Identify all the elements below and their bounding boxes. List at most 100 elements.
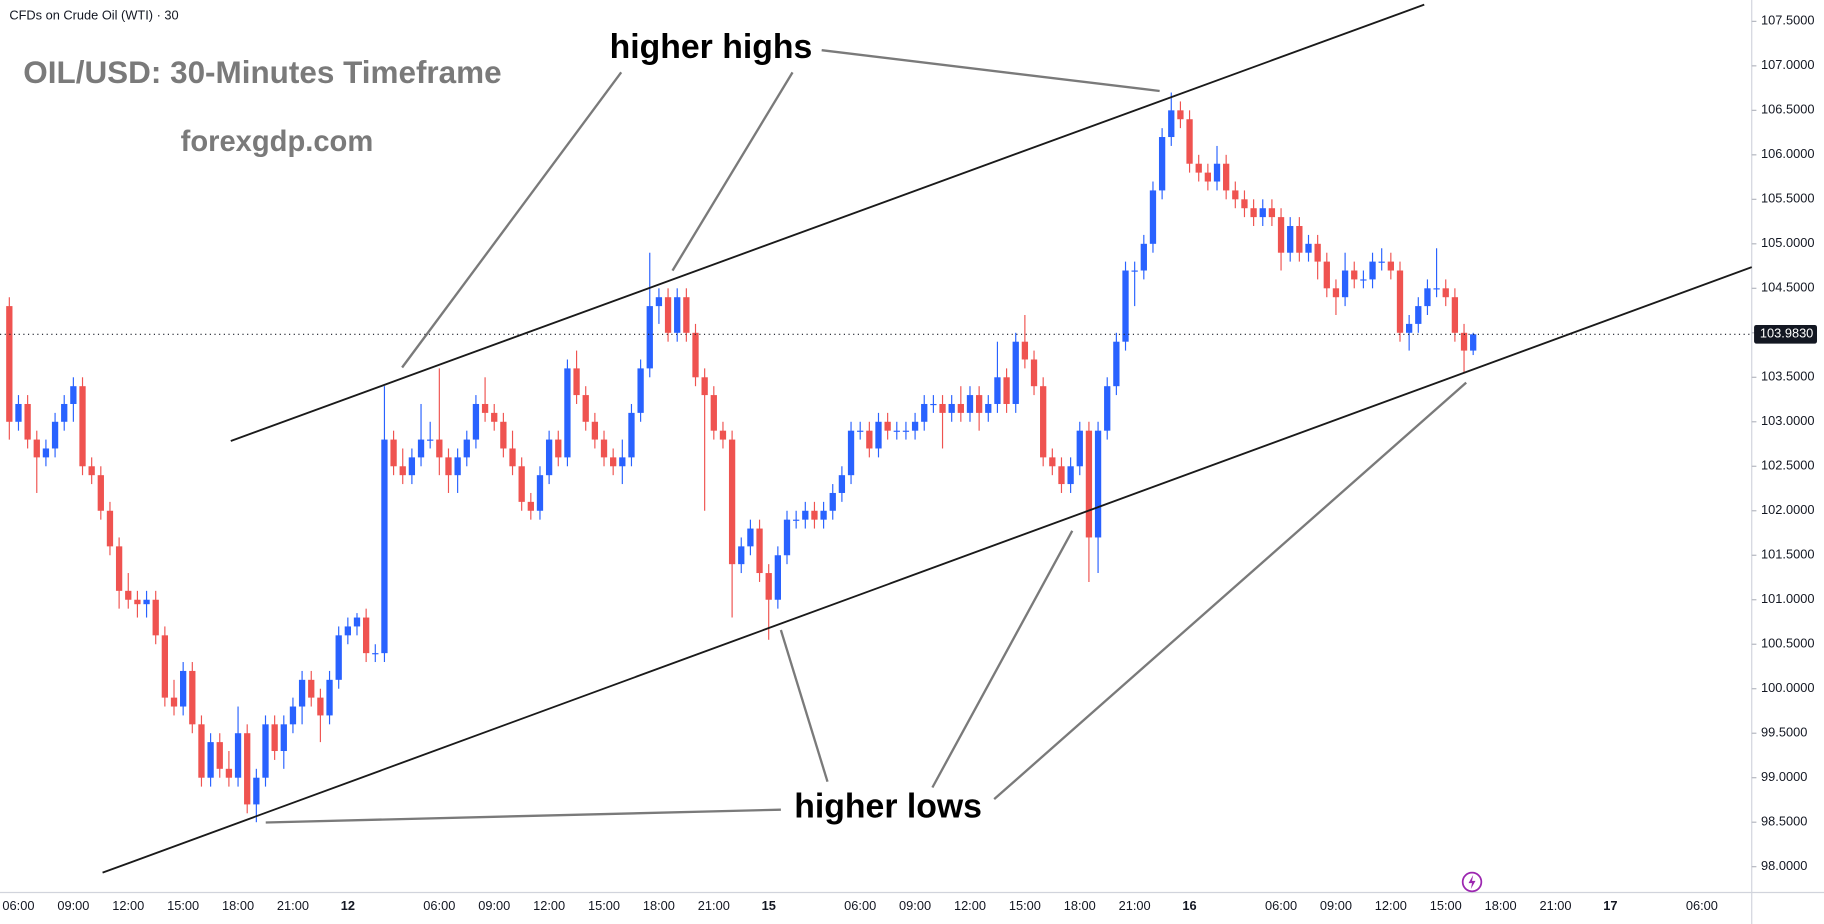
annotation: higher highs — [610, 28, 813, 66]
candle-body — [1387, 261, 1394, 271]
upper-trend-line — [230, 3, 1425, 442]
x-tick-label: 12:00 — [954, 898, 986, 913]
x-tick-label: 12 — [341, 898, 355, 913]
candle-body — [564, 368, 571, 458]
x-tick-label: 12:00 — [112, 898, 144, 913]
candle-body — [1040, 386, 1047, 458]
candle-body — [372, 653, 379, 655]
candle-body — [427, 439, 434, 441]
candle-body — [545, 439, 553, 476]
y-tick-label: 103.0000 — [1761, 413, 1814, 428]
candle-body — [747, 528, 754, 547]
x-tick-label: 09:00 — [899, 898, 931, 913]
candle-body — [42, 448, 50, 458]
candle-body — [765, 573, 772, 600]
candle-body — [674, 297, 681, 333]
x-tick-label: 21:00 — [277, 898, 309, 913]
candle-body — [70, 386, 77, 404]
candle-body — [1021, 341, 1029, 360]
candle-body — [298, 679, 306, 707]
candle-body — [1332, 288, 1340, 298]
candle-body — [1213, 163, 1221, 182]
candle-body — [719, 430, 727, 440]
x-tick-label: 21:00 — [1119, 898, 1151, 913]
candle-body — [1204, 172, 1212, 182]
candle-body — [902, 430, 910, 432]
x-tick-label: 09:00 — [478, 898, 510, 913]
candle-body — [61, 403, 68, 422]
y-tick-label: 107.0000 — [1761, 57, 1814, 72]
candle-body — [1287, 226, 1294, 253]
candle-body — [811, 510, 818, 520]
candle-body — [1223, 163, 1230, 191]
candle-body — [948, 403, 955, 413]
candle-body — [1149, 190, 1157, 244]
candle-body — [1067, 466, 1074, 485]
x-tick-label: 06:00 — [1686, 898, 1718, 913]
pointer-line — [993, 381, 1467, 801]
candle-body — [1405, 323, 1413, 333]
candle-body — [1369, 261, 1376, 280]
x-tick-label: 18:00 — [222, 898, 254, 913]
y-tick-label: 100.0000 — [1761, 680, 1814, 695]
x-tick-label: 21:00 — [698, 898, 730, 913]
candle-body — [573, 368, 580, 396]
candle-body — [408, 457, 416, 476]
candle-body — [500, 421, 507, 449]
x-tick-label: 18:00 — [643, 898, 675, 913]
candle-body — [582, 395, 589, 422]
y-tick-label: 98.5000 — [1761, 814, 1807, 829]
y-tick-label: 104.5000 — [1761, 280, 1814, 295]
candle-body — [1131, 270, 1138, 272]
candle-body — [1396, 270, 1404, 333]
candle-body — [646, 306, 653, 369]
candle-body — [390, 439, 397, 467]
candle-body — [271, 724, 278, 752]
x-tick-label: 09:00 — [1320, 898, 1352, 913]
candle-body — [710, 395, 717, 431]
y-tick-label: 102.0000 — [1761, 502, 1814, 517]
candle-body — [115, 546, 123, 591]
candle-body — [445, 457, 452, 476]
alert-icon[interactable] — [1461, 871, 1483, 893]
candle-body — [353, 617, 361, 627]
candle-body — [655, 297, 663, 307]
pointer-line — [671, 71, 794, 272]
candle-body — [756, 528, 763, 574]
candle-body — [1470, 334, 1477, 351]
candle-body — [1186, 119, 1193, 164]
candle-body — [1012, 341, 1019, 404]
y-tick-label: 98.0000 — [1761, 858, 1807, 873]
candle-body — [527, 501, 534, 511]
candle-body — [1296, 226, 1303, 253]
candle-body — [253, 777, 260, 805]
candle-body — [106, 510, 114, 547]
x-tick-label: 12:00 — [1375, 898, 1407, 913]
x-tick-label: 21:00 — [1539, 898, 1571, 913]
candle-body — [244, 733, 251, 805]
candle-body — [180, 670, 187, 707]
candles — [6, 92, 1477, 823]
pointer-line — [265, 808, 781, 824]
candle-body — [1442, 288, 1449, 298]
candle-body — [600, 439, 608, 458]
candle-body — [1232, 190, 1239, 200]
candle-body — [1058, 466, 1065, 485]
candle-body — [957, 403, 964, 413]
candle-body — [994, 377, 1001, 404]
candle-body — [1360, 279, 1367, 281]
candle-body — [262, 724, 269, 778]
candle-body — [683, 297, 690, 333]
candle-body — [1122, 270, 1129, 342]
annotation: higher lows — [794, 787, 982, 825]
candle-body — [1460, 332, 1468, 351]
y-tick-label: 106.0000 — [1761, 146, 1814, 161]
candle-body — [1049, 457, 1056, 467]
y-tick-label: 107.5000 — [1761, 13, 1814, 28]
candle-body — [1085, 430, 1093, 538]
y-tick-label: 99.5000 — [1761, 725, 1807, 740]
candle-body — [6, 306, 13, 422]
candle-body — [1094, 430, 1102, 538]
candle-body — [317, 697, 324, 716]
